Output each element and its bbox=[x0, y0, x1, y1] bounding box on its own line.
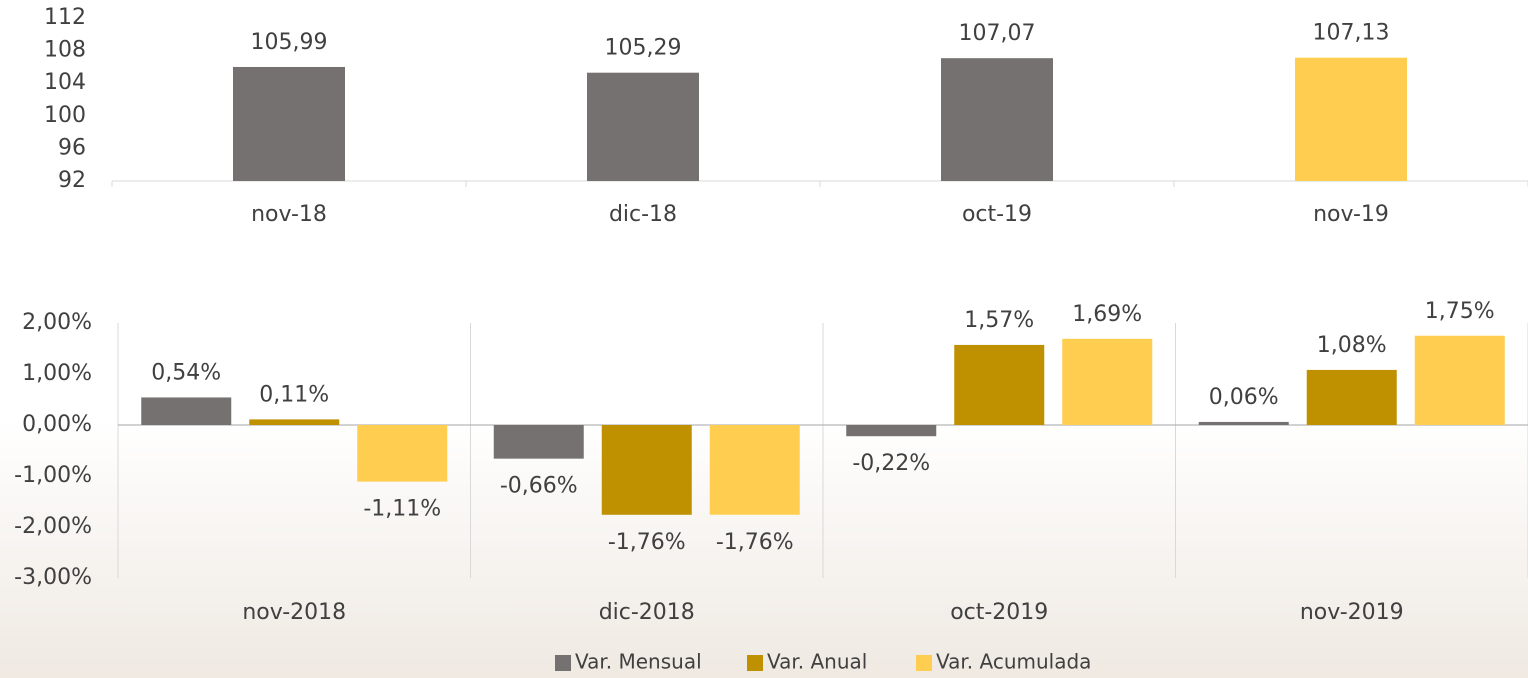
x-tick-label: oct-19 bbox=[962, 202, 1032, 227]
data-label: 1,57% bbox=[964, 308, 1034, 333]
x-tick-label: nov-2019 bbox=[1300, 600, 1404, 625]
y-tick-label: 1,00% bbox=[22, 361, 92, 386]
data-label: 0,54% bbox=[151, 360, 221, 385]
bar bbox=[1295, 57, 1407, 181]
data-label: 105,29 bbox=[605, 36, 682, 61]
bar bbox=[601, 425, 692, 515]
y-tick-label: -3,00% bbox=[14, 565, 92, 590]
y-tick-label: 104 bbox=[44, 70, 86, 95]
y-tick-label: 96 bbox=[58, 135, 86, 160]
data-label: -1,76% bbox=[608, 530, 686, 555]
legend-swatch bbox=[916, 655, 932, 671]
y-tick-label: 108 bbox=[44, 38, 86, 63]
y-tick-label: 92 bbox=[58, 168, 86, 193]
y-tick-label: 0,00% bbox=[22, 412, 92, 437]
x-tick-label: nov-2018 bbox=[242, 600, 346, 625]
bar bbox=[941, 58, 1053, 181]
data-label: -1,76% bbox=[716, 530, 794, 555]
data-label: 1,08% bbox=[1317, 333, 1387, 358]
bar bbox=[709, 425, 800, 515]
bar bbox=[587, 72, 699, 181]
data-label: -0,66% bbox=[500, 474, 578, 499]
legend-swatch bbox=[747, 655, 763, 671]
x-tick-label: oct-2019 bbox=[950, 600, 1048, 625]
bar bbox=[233, 66, 345, 181]
data-label: 107,07 bbox=[959, 21, 1036, 46]
x-tick-label: nov-18 bbox=[251, 202, 327, 227]
bar bbox=[493, 425, 584, 459]
legend-label: Var. Mensual bbox=[575, 650, 702, 674]
y-tick-label: 2,00% bbox=[22, 310, 92, 335]
x-tick-label: dic-18 bbox=[609, 202, 677, 227]
bar bbox=[846, 425, 937, 437]
bar bbox=[141, 397, 232, 425]
bar bbox=[1414, 335, 1505, 425]
legend-label: Var. Acumulada bbox=[936, 650, 1091, 674]
data-label: -1,11% bbox=[363, 497, 441, 522]
y-tick-label: 100 bbox=[44, 103, 86, 128]
data-label: 105,99 bbox=[251, 30, 328, 55]
bar bbox=[1062, 338, 1153, 425]
y-tick-label: -2,00% bbox=[14, 514, 92, 539]
bar bbox=[1306, 369, 1397, 425]
bar bbox=[357, 425, 448, 482]
data-label: 1,69% bbox=[1072, 302, 1142, 327]
x-tick-label: nov-19 bbox=[1313, 202, 1389, 227]
data-label: -0,22% bbox=[852, 451, 930, 476]
bar bbox=[1198, 421, 1289, 425]
y-tick-label: -1,00% bbox=[14, 463, 92, 488]
y-tick-label: 112 bbox=[44, 5, 86, 30]
x-tick-label: dic-2018 bbox=[599, 600, 695, 625]
data-label: 107,13 bbox=[1313, 21, 1390, 46]
bar bbox=[954, 344, 1045, 425]
data-label: 0,11% bbox=[259, 382, 329, 407]
data-label: 0,06% bbox=[1209, 385, 1279, 410]
bar bbox=[249, 419, 340, 425]
legend-swatch bbox=[555, 655, 571, 671]
data-label: 1,75% bbox=[1425, 299, 1495, 324]
legend-label: Var. Anual bbox=[767, 650, 867, 674]
